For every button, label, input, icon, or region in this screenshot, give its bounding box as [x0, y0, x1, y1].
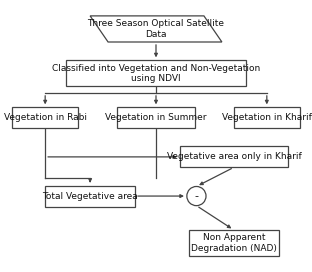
Bar	[189, 230, 279, 256]
Bar	[234, 107, 300, 128]
Text: Non Apparent
Degradation (NAD): Non Apparent Degradation (NAD)	[191, 233, 277, 253]
Text: Classified into Vegetation and Non-Vegetation
using NDVI: Classified into Vegetation and Non-Veget…	[52, 64, 260, 83]
Text: Vegetation in Kharif: Vegetation in Kharif	[222, 113, 312, 122]
Polygon shape	[90, 16, 222, 42]
Text: Vegetative area only in Kharif: Vegetative area only in Kharif	[167, 152, 301, 161]
Text: Vegetation in Rabi: Vegetation in Rabi	[4, 113, 87, 122]
Bar	[66, 60, 246, 86]
Text: -: -	[194, 191, 198, 201]
Bar	[180, 146, 288, 167]
Bar	[12, 107, 78, 128]
Ellipse shape	[187, 187, 206, 206]
Bar	[45, 186, 135, 206]
Bar	[117, 107, 195, 128]
Text: Total Vegetative area: Total Vegetative area	[42, 191, 138, 200]
Text: Three Season Optical Satellite
Data: Three Season Optical Satellite Data	[87, 19, 225, 39]
Text: Vegetation in Summer: Vegetation in Summer	[105, 113, 207, 122]
